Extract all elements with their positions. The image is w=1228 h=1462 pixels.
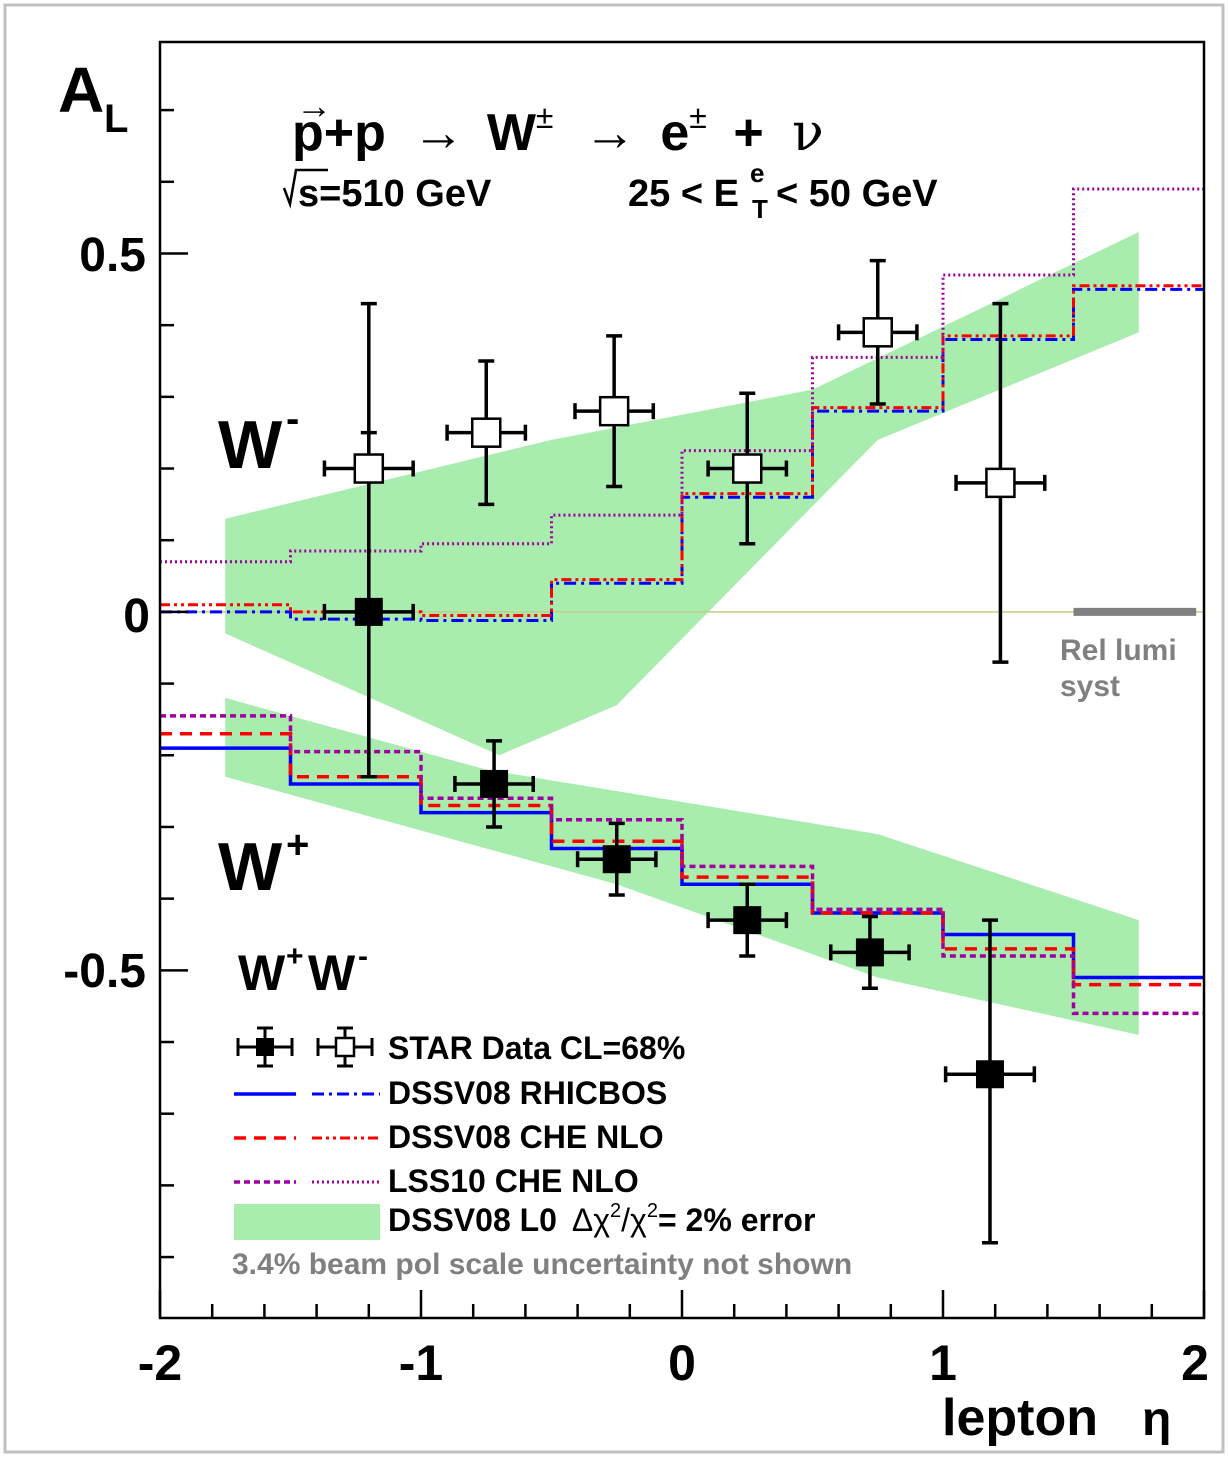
marker-filled-square [480, 769, 509, 798]
legend-entry-data: STAR Data CL=68% [236, 1026, 685, 1068]
theory-curve-w-plus [160, 714, 1204, 1016]
legend-note: 3.4% beam pol scale uncertainty not show… [232, 1248, 852, 1281]
data-point-w-plus [943, 918, 1037, 1245]
y-axis-title: A [58, 54, 104, 126]
legend: STAR Data CL=68% DSSV08 RHICBOS DSSV08 C… [232, 1026, 852, 1281]
w-minus-label: W [218, 407, 283, 483]
legend-header-wplus: W [238, 945, 286, 1001]
legend-label-band: DSSV08 L0 Δχ2/χ2= 2% error [388, 1200, 815, 1238]
w-plus-label: W [218, 829, 283, 905]
data-point-w-minus [573, 334, 656, 489]
legend-label-data: STAR Data CL=68% [388, 1030, 685, 1066]
legend-label-lss10: LSS10 CHE NLO [388, 1163, 639, 1199]
title-arrow-over-p: → [296, 85, 332, 126]
theory-curve-w-minus [160, 187, 1204, 564]
marker-filled-square [602, 845, 631, 874]
x-tick-label: -2 [138, 1335, 182, 1391]
x-tick-label: -1 [399, 1335, 443, 1391]
legend-label-rhicbos: DSSV08 RHICBOS [388, 1075, 667, 1111]
legend-band-swatch [234, 1204, 380, 1240]
outer-border [3, 3, 1225, 1454]
marker-open-square [471, 417, 502, 448]
y-tick-label: -0.5 [63, 945, 146, 998]
legend-entry-lss10: LSS10 CHE NLO [234, 1163, 639, 1199]
axis-ticks [158, 108, 1206, 1318]
title-reaction: p+p → W± → e± + ν [292, 82, 824, 163]
x-tick-label: 0 [668, 1335, 696, 1391]
y-tick-label: 0.5 [79, 229, 146, 282]
marker-filled-square [733, 906, 762, 935]
marker-open-square [732, 453, 763, 484]
title-et-cut: 25 < E [628, 173, 739, 215]
title-et-sup: e [750, 158, 764, 188]
marker-open-square [353, 453, 385, 484]
star-data-points [322, 258, 1047, 1245]
data-point-w-minus [445, 359, 528, 507]
sqrt-sign [282, 168, 328, 209]
legend-entry-band: DSSV08 L0 Δχ2/χ2= 2% error [234, 1200, 815, 1240]
rel-lumi-label-2: syst [1060, 670, 1120, 703]
rel-lumi-label: Rel lumi [1060, 634, 1177, 667]
x-tick-label: 2 [1181, 1335, 1209, 1391]
data-point-w-minus [954, 301, 1047, 664]
legend-entry-che-nlo: DSSV08 CHE NLO [234, 1119, 664, 1155]
data-point-w-plus [575, 821, 658, 897]
data-point-w-minus [322, 301, 415, 779]
legend-header-wminus-sup: - [358, 940, 368, 973]
w-minus-label-sup: - [286, 397, 299, 441]
w-plus-label-sup: + [286, 823, 309, 867]
legend-label-che-nlo: DSSV08 CHE NLO [388, 1119, 664, 1155]
x-axis-title: lepton [942, 1389, 1098, 1447]
marker-filled-square [855, 938, 884, 967]
legend-marker-wminus [316, 1026, 374, 1068]
data-point-w-minus [706, 391, 789, 546]
marker-open-square [985, 467, 1016, 499]
y-tick-label: 0 [123, 590, 150, 643]
data-point-w-minus [836, 258, 919, 406]
marker-filled-square [975, 1060, 1004, 1089]
legend-header-wplus-sup: + [286, 940, 304, 973]
data-point-w-plus [829, 914, 911, 990]
x-tick-label: 1 [929, 1335, 957, 1391]
legend-marker-wplus [236, 1026, 294, 1068]
marker-open-square [862, 317, 893, 348]
marker-open-square [598, 395, 630, 427]
y-axis-title-sub: L [104, 97, 128, 141]
legend-entry-rhicbos: DSSV08 RHICBOS [234, 1075, 667, 1111]
data-point-w-plus [706, 882, 789, 958]
title-et-sub: T [752, 194, 768, 224]
legend-header-wminus: W [308, 945, 356, 1001]
x-axis-symbol: η [1142, 1393, 1171, 1446]
data-point-w-plus [453, 739, 535, 829]
title-sqrt-s: s=510 GeV [298, 173, 492, 215]
title-et-cut-right: < 50 GeV [776, 173, 938, 215]
